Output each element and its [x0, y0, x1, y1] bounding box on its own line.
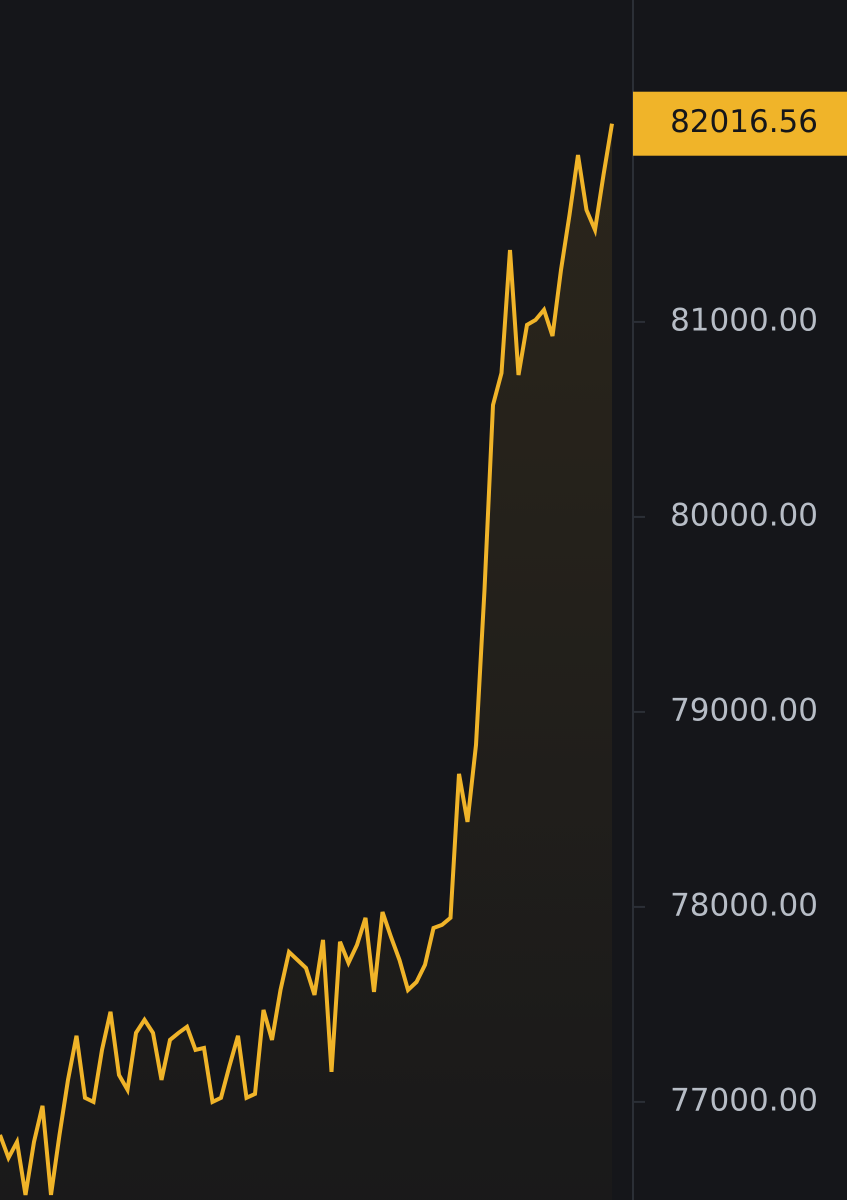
y-tick-label: 80000.00	[670, 497, 818, 533]
price-area	[0, 123, 612, 1200]
y-tick-label: 81000.00	[670, 302, 818, 338]
y-tick-label: 78000.00	[670, 887, 818, 923]
price-line	[0, 123, 614, 1196]
last-price-label: 82016.56	[670, 104, 818, 140]
y-tick-label: 77000.00	[670, 1082, 818, 1118]
last-price-box	[633, 91, 847, 156]
y-tick-label: 79000.00	[670, 692, 818, 728]
